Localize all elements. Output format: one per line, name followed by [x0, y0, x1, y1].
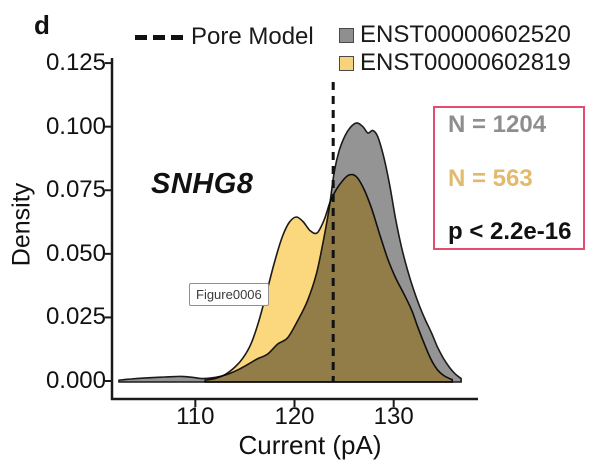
y-axis-title: Density — [7, 182, 36, 267]
stats-n-gray: N = 1204 — [448, 111, 547, 138]
legend-pore-model: Pore Model — [135, 24, 314, 50]
stats-n-yellow: N = 563 — [448, 164, 533, 192]
dashed-line-icon — [135, 34, 189, 40]
x-tick-label: 130 — [373, 403, 414, 430]
density-curve-ENST00000602819 — [204, 173, 453, 383]
legend-entry-enst602819: ENST00000602819 — [339, 50, 571, 76]
figure-watermark-box: Figure0006 — [189, 283, 269, 306]
y-tick-label: 0.125 — [45, 49, 106, 77]
y-tick-label: 0.050 — [45, 239, 106, 267]
gene-name-label: SNHG8 — [151, 168, 254, 200]
y-tick-label: 0.075 — [45, 176, 106, 204]
stats-box: N = 1204 N = 563 p < 2.2e-16 — [433, 106, 585, 250]
stats-p-value: p < 2.2e-16 — [448, 218, 572, 245]
x-tick-label: 110 — [176, 403, 215, 430]
y-tick-label: 0.100 — [45, 112, 106, 140]
legend-entry-enst602520: ENST00000602520 — [339, 22, 571, 48]
panel-letter: d — [34, 10, 50, 40]
yellow-swatch-icon — [339, 55, 354, 71]
y-tick-label: 0.000 — [45, 367, 106, 394]
gray-swatch-icon — [339, 27, 354, 43]
y-tick-label: 0.025 — [45, 303, 106, 331]
x-tick-label: 120 — [274, 403, 315, 430]
x-axis-title: Current (pA) — [238, 430, 382, 460]
legend-pore-model-label: Pore Model — [191, 23, 314, 50]
legend-label-enst602520: ENST00000602520 — [360, 21, 571, 48]
legend-label-enst602819: ENST00000602819 — [360, 49, 571, 76]
